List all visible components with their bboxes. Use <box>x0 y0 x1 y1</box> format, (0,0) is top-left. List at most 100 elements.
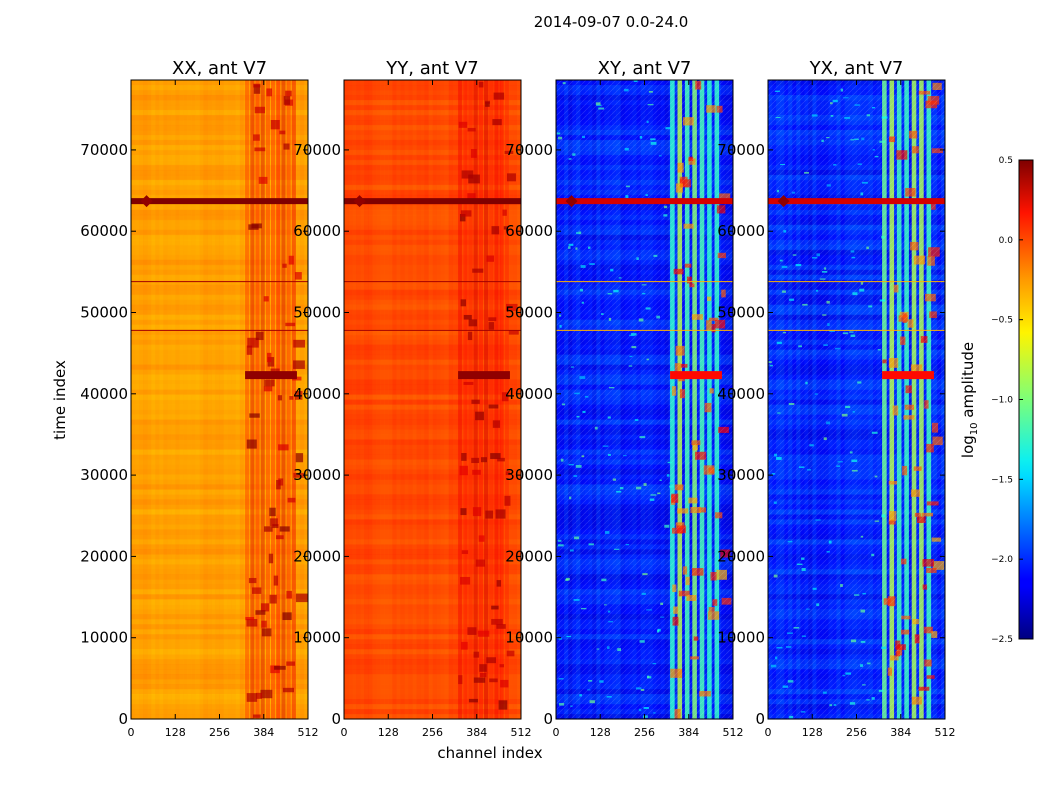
rfi-blob <box>261 620 267 628</box>
speckle <box>776 341 782 344</box>
rfi-blob <box>490 453 501 459</box>
speckle <box>650 141 657 145</box>
speckle <box>786 632 793 634</box>
heatmap-row <box>131 654 308 660</box>
heatmap-row <box>344 124 521 131</box>
heatmap-column <box>508 80 514 719</box>
speckle <box>589 263 595 265</box>
rfi-blob <box>458 675 463 685</box>
heatmap-row <box>344 219 521 226</box>
speckle <box>631 346 637 349</box>
heatmap-row <box>131 554 308 560</box>
heatmap-row <box>344 569 521 575</box>
heatmap-column <box>436 80 441 719</box>
speckle <box>843 97 849 99</box>
rfi-blob <box>501 392 509 402</box>
speckle <box>664 524 670 528</box>
heatmap-row <box>344 504 521 510</box>
rfi-blob <box>254 147 266 152</box>
rfi-blob <box>266 88 273 97</box>
heatmap-row <box>344 224 521 231</box>
heatmap-row <box>344 704 521 710</box>
speckle <box>830 102 833 105</box>
speckle <box>667 461 673 464</box>
heatmap-row <box>344 454 521 461</box>
colorbar-tick-label: 0.0 <box>999 236 1014 246</box>
y-tick-label: 20000 <box>505 547 553 565</box>
heatmap-row <box>344 279 521 286</box>
rfi-blob <box>269 594 277 604</box>
speckle <box>657 628 661 632</box>
heatmap-row <box>344 374 521 381</box>
speckle <box>557 539 562 542</box>
heatmap-column <box>404 80 409 719</box>
heatmap-row <box>131 404 308 411</box>
rfi-blob <box>263 386 273 392</box>
speckle <box>854 138 859 140</box>
heatmap-row <box>131 309 308 316</box>
heatmap-column <box>231 80 236 719</box>
speckle <box>787 680 794 683</box>
speckle <box>770 664 777 668</box>
heatmap-column <box>179 80 184 719</box>
rfi-blob <box>475 559 485 567</box>
speckle <box>874 520 879 522</box>
heatmap-column <box>227 80 232 719</box>
speckle <box>771 473 776 475</box>
speckle <box>642 293 646 295</box>
heatmap-row <box>131 274 308 281</box>
rfi-blob <box>478 535 485 542</box>
speckle <box>788 402 795 406</box>
speckle <box>638 708 642 712</box>
heatmap-row <box>344 349 521 356</box>
heatmap-column <box>468 80 474 719</box>
rfi-blob <box>252 587 262 594</box>
rfi-blob <box>275 535 284 540</box>
y-tick-label: 0 <box>331 710 341 728</box>
rfi-blob <box>264 379 275 387</box>
y-tick-label: 40000 <box>293 385 341 403</box>
rfi-blob <box>503 226 508 230</box>
speckle <box>776 647 783 649</box>
rfi-blob <box>491 618 503 625</box>
heatmap-row <box>344 609 521 615</box>
speckle <box>562 82 566 85</box>
heatmap-row <box>131 104 308 111</box>
heatmap-row <box>131 249 308 256</box>
rfi-blob <box>260 689 273 699</box>
panel-title: XX, ant V7 <box>172 58 267 79</box>
heatmap-column <box>432 80 437 719</box>
speckle <box>881 514 886 518</box>
rfi-blob <box>496 580 502 587</box>
rfi-blob <box>268 553 274 564</box>
speckle <box>558 136 563 140</box>
heatmap-row <box>344 429 521 436</box>
heatmap-row <box>344 104 521 111</box>
rfi-blob <box>253 83 261 88</box>
heatmap-row <box>131 669 308 675</box>
heatmap-column <box>444 80 449 719</box>
rfi-blob <box>461 170 474 179</box>
speckle <box>657 492 661 495</box>
speckle <box>613 289 619 293</box>
y-tick-label: 20000 <box>80 547 128 565</box>
heatmap-row <box>344 369 521 376</box>
rfi-blob <box>459 465 468 476</box>
rfi-stripe <box>286 80 291 719</box>
speckle <box>568 246 571 249</box>
speckle <box>781 265 788 269</box>
heatmap-row <box>131 189 308 196</box>
y-tick-label: 40000 <box>80 385 128 403</box>
speckle <box>801 557 805 560</box>
heatmap-row <box>131 119 308 126</box>
speckle <box>881 646 886 649</box>
speckle <box>639 436 646 439</box>
speckle <box>823 344 828 346</box>
heatmap-row <box>131 354 308 361</box>
rfi-stripe <box>265 80 270 719</box>
heatmap-row <box>131 414 308 421</box>
heatmap-row <box>131 439 308 446</box>
speckle <box>588 680 593 682</box>
speckle <box>587 246 591 249</box>
speckle <box>821 270 828 273</box>
